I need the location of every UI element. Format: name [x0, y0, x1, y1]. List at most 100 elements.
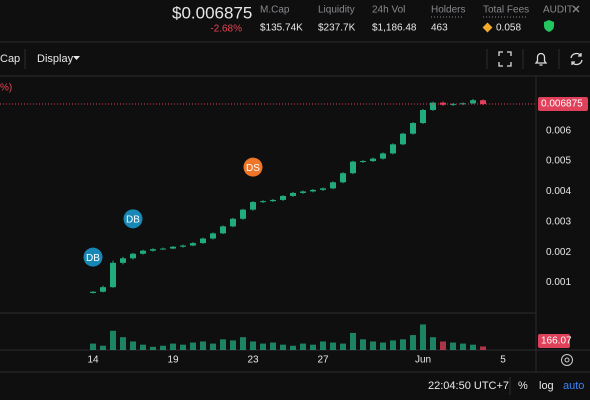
volume-bar: [130, 341, 136, 350]
volume-bar: [410, 335, 416, 350]
alert-icon[interactable]: [534, 52, 548, 66]
volume-bar: [330, 342, 336, 350]
volume-bar: [240, 337, 246, 350]
volume-bar: [420, 324, 426, 350]
volume-bar: [370, 341, 376, 350]
candle-body: [350, 161, 356, 174]
price: $0.006875: [172, 3, 252, 22]
volume-bar: [210, 343, 216, 350]
volume-label-box: [538, 334, 570, 348]
legend-fragment: %): [0, 83, 12, 94]
candle-body: [150, 249, 156, 251]
volume-bar: [230, 340, 236, 350]
volume-bar: [350, 332, 356, 350]
candle-body: [240, 209, 246, 219]
candle-body: [270, 199, 276, 202]
candle-body: [230, 218, 236, 227]
candle-body: [130, 253, 136, 259]
volume-bar: [430, 337, 436, 350]
volume-bar: [150, 346, 156, 350]
candle-body: [220, 226, 226, 234]
stat-label: 24h Vol: [372, 5, 405, 16]
volume-bar: [110, 330, 116, 350]
scale-log[interactable]: log: [539, 380, 554, 392]
candle-body: [440, 102, 446, 105]
stat-label: M.Cap: [260, 5, 290, 16]
candle-body: [100, 287, 106, 292]
candle-body: [110, 262, 116, 288]
volume-bar: [200, 341, 206, 350]
y-tick-label: 0.005: [546, 156, 571, 167]
volume-bar: [320, 341, 326, 350]
volume-bar: [260, 343, 266, 350]
candle-body: [210, 233, 216, 239]
trade-marker-label: DS: [246, 163, 260, 174]
audit-shield: [544, 20, 554, 32]
x-tick-label: 19: [167, 355, 179, 366]
volume-bar: [390, 340, 396, 350]
x-tick-label: 27: [317, 355, 329, 366]
settings-icon[interactable]: [561, 354, 573, 366]
stat-label[interactable]: Total Fees: [483, 5, 529, 16]
audit-chevron: [572, 5, 580, 13]
candle-body: [480, 100, 486, 105]
stat-value: 0.058: [496, 23, 521, 34]
candle-body: [120, 258, 126, 263]
candle-body: [190, 243, 196, 246]
candle-body: [260, 201, 266, 203]
scale-auto[interactable]: auto: [563, 380, 584, 392]
candle-body: [370, 158, 376, 162]
candle-body: [160, 248, 166, 250]
y-tick-label: 0.006: [546, 125, 571, 136]
x-tick-label: 14: [87, 355, 99, 366]
trade-marker-label: DB: [126, 214, 140, 225]
candle-body: [300, 191, 306, 193]
stat-value: 463: [431, 23, 448, 34]
candle-body: [180, 245, 186, 247]
candle-body: [330, 182, 336, 189]
candle-body: [380, 153, 386, 159]
stat-value: $1,186.48: [372, 23, 417, 34]
candle-body: [310, 189, 316, 192]
y-tick-label: 0.001: [546, 277, 571, 288]
toolbar-item[interactable]: Display: [37, 53, 74, 65]
volume-bar: [100, 345, 106, 350]
trade-marker: [83, 247, 103, 267]
volume-bar: [360, 339, 366, 350]
candle-body: [420, 109, 426, 124]
trade-marker: [123, 209, 143, 229]
fullscreen-icon[interactable]: [498, 51, 512, 67]
volume-bar: [300, 343, 306, 350]
refresh-icon[interactable]: [570, 52, 583, 66]
settings-icon-core: [564, 357, 570, 363]
candle-body: [470, 100, 476, 104]
scale-percent[interactable]: %: [518, 380, 528, 392]
volume-bar: [380, 342, 386, 350]
stat-label[interactable]: Holders: [431, 5, 465, 16]
y-tick-label: 0.003: [546, 216, 571, 227]
price-change: -2.68%: [210, 24, 242, 35]
trade-marker: [243, 157, 263, 177]
volume-bar: [440, 341, 446, 350]
dropdown-arrow[interactable]: [73, 56, 80, 60]
candle-body: [290, 192, 296, 196]
candle-body: [360, 161, 366, 163]
candle-body: [140, 250, 146, 254]
volume-bar: [170, 343, 176, 350]
y-tick-label: 0.004: [546, 186, 571, 197]
stat-value: $135.74K: [260, 23, 303, 34]
candle-body: [430, 102, 436, 110]
price-label: 0.006875: [541, 99, 583, 110]
stat-label[interactable]: AUDIT: [543, 5, 573, 16]
candle-body: [280, 195, 286, 200]
candle-body: [90, 291, 96, 293]
volume-bar: [290, 345, 296, 350]
volume-bar: [190, 342, 196, 350]
volume-label: 166.07: [541, 336, 572, 347]
trade-marker-label: DB: [86, 253, 100, 264]
toolbar-item[interactable]: Cap: [0, 53, 20, 65]
clock: 22:04:50 UTC+7: [428, 380, 509, 392]
candle-body: [340, 173, 346, 183]
